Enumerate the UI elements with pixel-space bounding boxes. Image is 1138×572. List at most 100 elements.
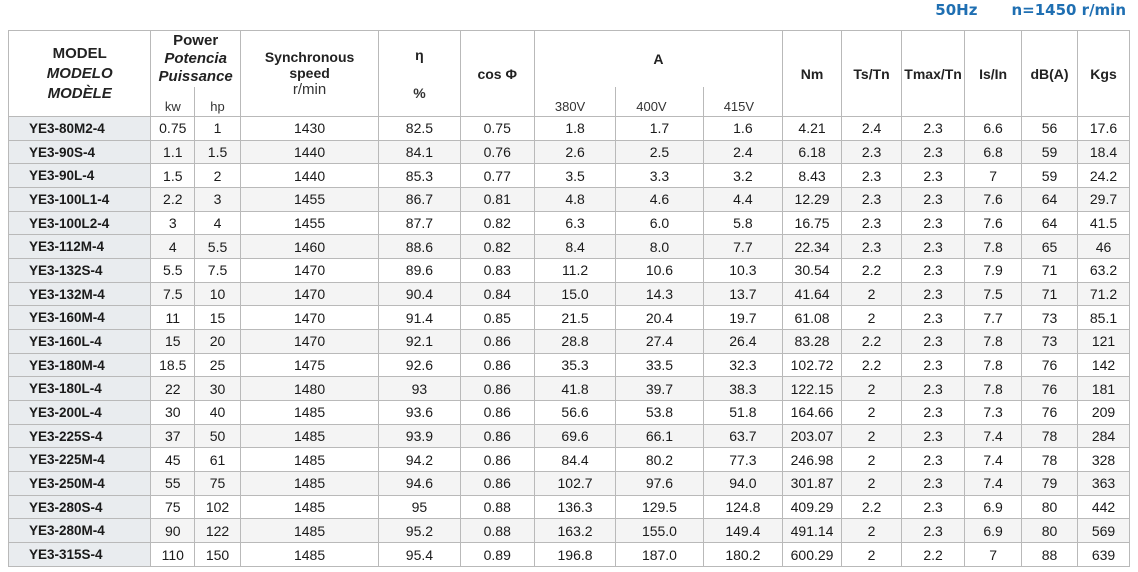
cell-hp: 40 [194,400,241,425]
table-row: YE3-200L-4 30 40 1485 93.6 0.86 56.6 53.8 51.8 16… [7,400,1130,425]
cell-ts-tn: 2 [841,447,903,473]
cell-hp: 75 [194,471,241,496]
header-power-en: Power [173,31,219,49]
cell-sync-speed: 1485 [239,471,380,496]
cell-model: YE3-132S-4 [7,258,152,283]
cell-is-in: 7.4 [964,423,1023,449]
cell-nm: 203.07 [782,423,843,449]
cell-efficiency: 95.2 [378,518,461,544]
motor-spec-table: MODEL MODELO MODÈLE Power Potencia Puiss… [7,30,1130,567]
cell-kgs: 639 [1077,542,1130,567]
table-body: YE3-80M2-4 0.75 1 1430 82.5 0.75 1.8 1.7 1.6 4.21… [7,116,1130,567]
cell-kgs: 442 [1077,494,1130,520]
cell-cosphi: 0.75 [459,116,535,141]
cell-nm: 16.75 [782,210,843,236]
cell-kw: 75 [150,494,196,520]
cell-nm: 6.18 [782,139,843,165]
cell-current-415v: 2.4 [702,139,784,165]
table-row: YE3-90L-4 1.5 2 1440 85.3 0.77 3.5 3.3 3.2 8.43 2.… [7,163,1130,189]
cell-dba: 71 [1021,281,1079,307]
cell-efficiency: 94.2 [378,447,461,473]
cell-efficiency: 92.1 [378,329,461,354]
cell-tmax-tn: 2.3 [901,281,966,307]
cell-is-in: 6.9 [964,494,1023,520]
cell-dba: 79 [1021,471,1079,496]
cell-hp: 1 [194,116,241,141]
cell-ts-tn: 2 [841,518,903,544]
cell-nm: 102.72 [782,352,843,378]
cell-dba: 73 [1021,329,1079,354]
cell-dba: 59 [1021,163,1079,189]
cell-dba: 80 [1021,494,1079,520]
cell-cosphi: 0.89 [459,542,535,567]
cell-current-415v: 3.2 [702,163,784,189]
header-kw: kw [150,86,196,117]
cell-current-400v: 187.0 [615,542,704,567]
cell-model: YE3-160L-4 [7,329,152,354]
cell-kw: 15 [150,329,196,354]
cell-kw: 4 [150,234,196,260]
cell-current-415v: 13.7 [702,281,784,307]
cell-nm: 12.29 [782,187,843,212]
cell-model: YE3-250M-4 [7,471,152,496]
cell-current-415v: 5.8 [702,210,784,236]
cell-model: YE3-200L-4 [7,400,152,425]
cell-hp: 2 [194,163,241,189]
cell-nm: 61.08 [782,305,843,331]
cell-current-380v: 196.8 [533,542,617,567]
cell-hp: 61 [194,447,241,473]
cell-dba: 59 [1021,139,1079,165]
cell-model: YE3-280S-4 [7,494,152,520]
cell-tmax-tn: 2.3 [901,116,966,141]
cell-kgs: 85.1 [1077,305,1130,331]
table-row: YE3-315S-4 110 150 1485 95.4 0.89 196.8 187.0 18… [7,542,1130,567]
cell-current-400v: 8.0 [615,234,704,260]
table-row: YE3-180M-4 18.5 25 1475 92.6 0.86 35.3 33.5 32.3… [7,352,1130,378]
header-400v: 400V [615,86,704,117]
cell-current-400v: 39.7 [615,376,704,402]
cell-ts-tn: 2.2 [841,329,903,354]
header-380v: 380V [533,86,617,117]
cell-cosphi: 0.88 [459,494,535,520]
cell-kgs: 63.2 [1077,258,1130,283]
cell-cosphi: 0.86 [459,329,535,354]
cell-kw: 30 [150,400,196,425]
cell-model: YE3-225S-4 [7,423,152,449]
cell-kw: 1.1 [150,139,196,165]
cell-dba: 64 [1021,210,1079,236]
cell-sync-speed: 1470 [239,258,380,283]
cell-current-400v: 20.4 [615,305,704,331]
cell-sync-speed: 1485 [239,400,380,425]
cell-current-415v: 149.4 [702,518,784,544]
cell-current-415v: 10.3 [702,258,784,283]
cell-is-in: 7.6 [964,187,1023,212]
cell-efficiency: 86.7 [378,187,461,212]
header-is-in: Is/In [964,30,1023,117]
cell-dba: 65 [1021,234,1079,260]
rated-speed-label: n=1450 r/min [1011,1,1126,19]
cell-kw: 37 [150,423,196,449]
cell-cosphi: 0.86 [459,447,535,473]
cell-sync-speed: 1470 [239,281,380,307]
cell-efficiency: 94.6 [378,471,461,496]
cell-is-in: 7.4 [964,471,1023,496]
cell-kgs: 181 [1077,376,1130,402]
cell-is-in: 7.4 [964,447,1023,473]
cell-current-400v: 14.3 [615,281,704,307]
cell-dba: 73 [1021,305,1079,331]
cell-kgs: 569 [1077,518,1130,544]
cell-hp: 10 [194,281,241,307]
cell-kw: 3 [150,210,196,236]
cell-dba: 76 [1021,352,1079,378]
cell-kgs: 121 [1077,329,1130,354]
cell-ts-tn: 2 [841,423,903,449]
cell-current-380v: 28.8 [533,329,617,354]
cell-model: YE3-100L2-4 [7,210,152,236]
cell-cosphi: 0.85 [459,305,535,331]
cell-kgs: 17.6 [1077,116,1130,141]
cell-nm: 22.34 [782,234,843,260]
cell-kw: 55 [150,471,196,496]
cell-hp: 122 [194,518,241,544]
cell-ts-tn: 2 [841,376,903,402]
cell-cosphi: 0.86 [459,352,535,378]
